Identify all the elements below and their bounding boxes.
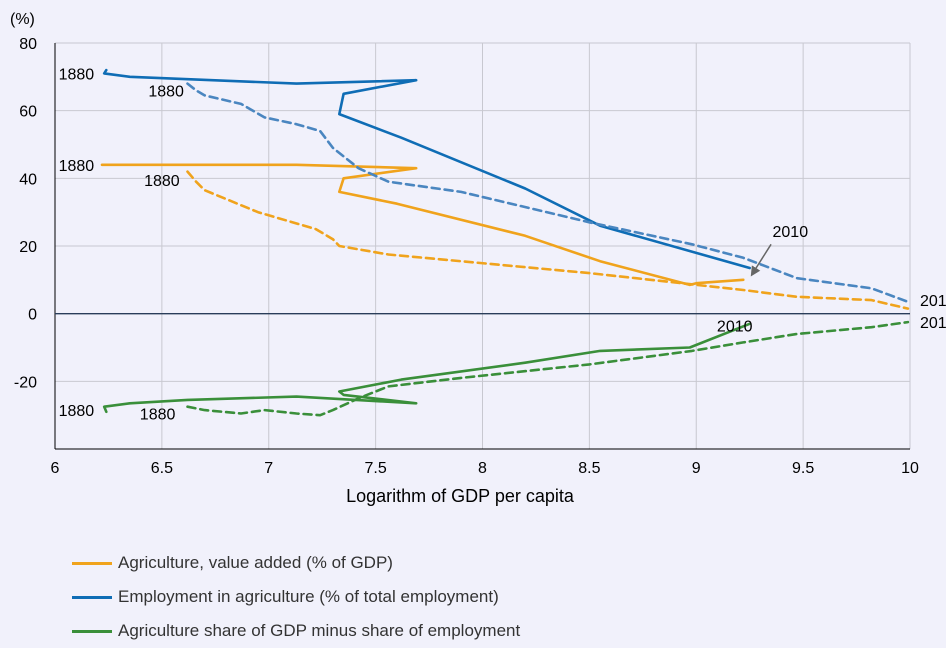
x-tick-label: 6: [51, 460, 60, 477]
axes: 6 6.5 7 7.5 8 8.5 9 9.5 10 80 60 40 20 0 -20: [14, 36, 919, 477]
legend-item-agriculture-value-added: Agriculture, value added (% of GDP): [72, 546, 932, 580]
year-annotation: 2010: [920, 315, 946, 332]
y-tick-label: 80: [19, 36, 37, 53]
year-annotation: 1880: [59, 66, 95, 83]
x-tick-label: 10: [901, 460, 919, 477]
legend-label: Agriculture, value added (% of GDP): [118, 553, 393, 572]
legend-item-gdp-minus-employment: Agriculture share of GDP minus share of …: [72, 614, 932, 648]
legend-label: Agriculture share of GDP minus share of …: [118, 621, 521, 640]
y-tick-label: 0: [28, 307, 37, 324]
series-line-difference-solid: [102, 322, 752, 414]
series-lines: [100, 68, 910, 417]
x-tick-label: 8.5: [578, 460, 600, 477]
year-annotation: 2010: [773, 224, 809, 241]
year-annotation: 1880: [144, 173, 180, 190]
x-tick-label: 9: [692, 460, 701, 477]
series-line-difference-dashed: [186, 320, 910, 417]
year-annotation: 2010: [920, 293, 946, 310]
annotations: 1880 1880 1880 1880 1880 1880 2010 2010 2010 2010: [59, 66, 946, 423]
legend-swatch-agriculture: [72, 561, 112, 565]
year-annotation: 1880: [148, 83, 184, 100]
y-tick-label: 60: [19, 104, 37, 121]
legend-item-employment-in-agriculture: Employment in agriculture (% of total em…: [72, 580, 932, 614]
year-annotation: 2010: [717, 319, 753, 336]
x-tick-label: 7.5: [365, 460, 387, 477]
gridlines: [54, 42, 911, 450]
x-tick-label: 7: [264, 460, 273, 477]
year-annotation: 1880: [140, 406, 176, 423]
y-tick-label: 40: [19, 171, 37, 188]
series-line-employment_dashed-dashed: [186, 82, 910, 304]
legend: Agriculture, value added (% of GDP) Empl…: [72, 546, 932, 648]
x-tick-label: 9.5: [792, 460, 814, 477]
year-annotation: 1880: [59, 158, 95, 175]
series-line-agriculture-dashed: [186, 170, 910, 310]
annotation-arrow: [750, 243, 772, 277]
legend-swatch-employment: [72, 595, 112, 599]
x-tick-label: 8: [478, 460, 487, 477]
x-tick-label: 6.5: [151, 460, 173, 477]
legend-swatch-difference: [72, 629, 112, 633]
year-annotation: 1880: [59, 403, 95, 420]
y-tick-label: -20: [14, 374, 37, 391]
y-axis-unit-label: (%): [10, 11, 35, 28]
y-tick-label: 20: [19, 239, 37, 256]
x-axis-title: Logarithm of GDP per capita: [346, 486, 575, 506]
series-line-employment-solid: [102, 68, 752, 270]
legend-label: Employment in agriculture (% of total em…: [118, 587, 499, 606]
